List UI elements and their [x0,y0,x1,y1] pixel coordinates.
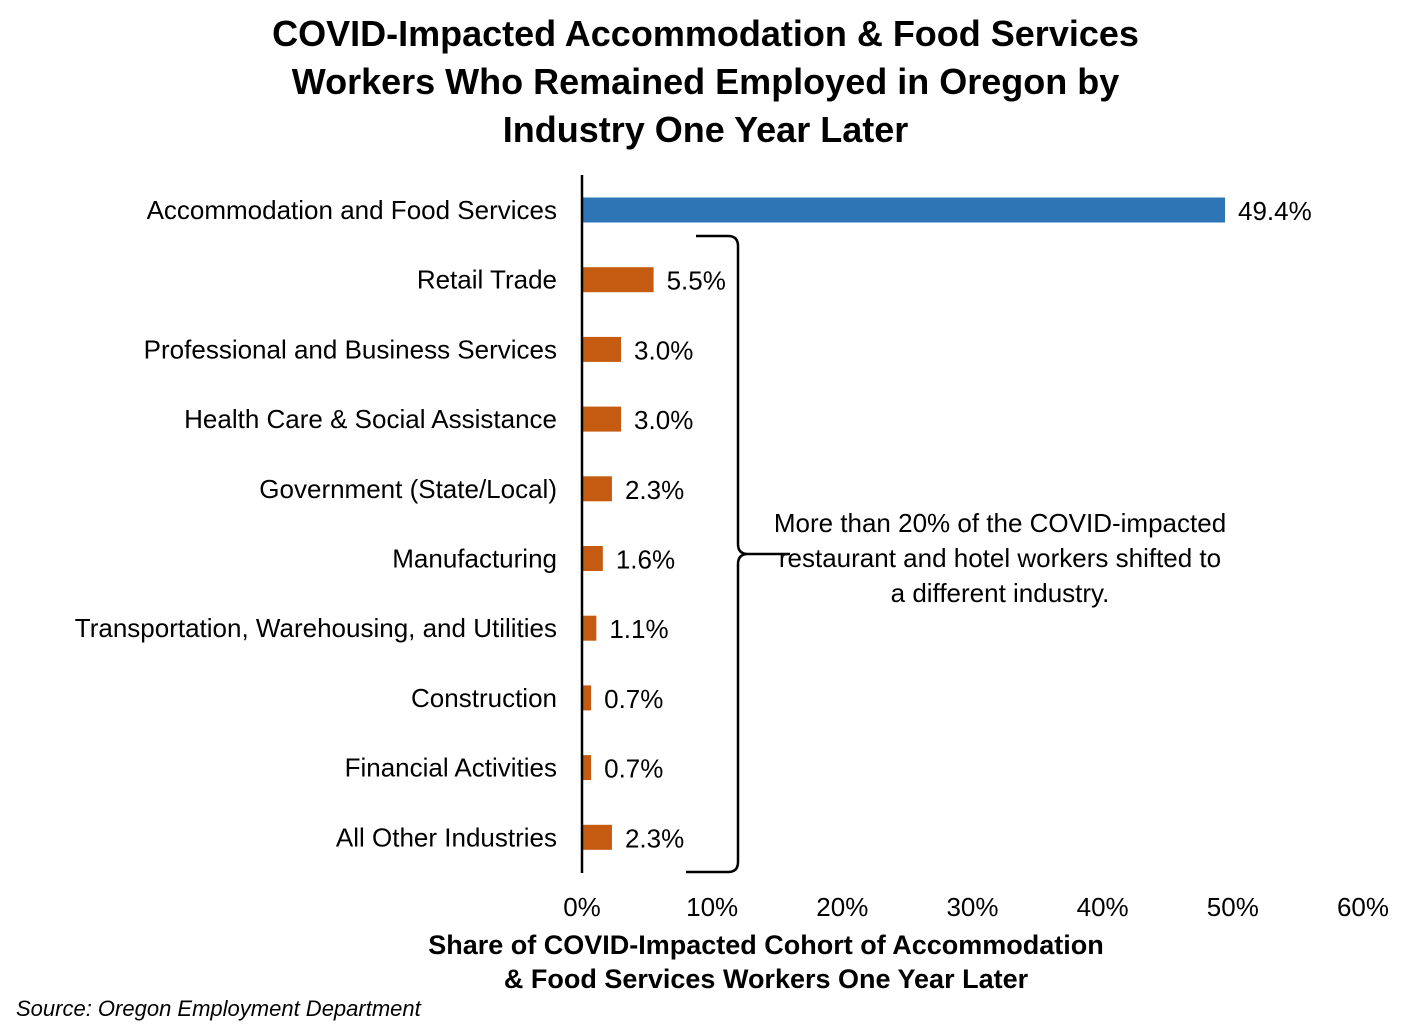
category-label: Professional and Business Services [144,334,557,364]
x-axis-title-line: & Food Services Workers One Year Later [503,964,1029,994]
chart-title: COVID-Impacted Accommodation & Food Serv… [0,10,1411,154]
bar [582,755,592,781]
category-label: All Other Industries [336,822,557,852]
category-label: Manufacturing [392,544,557,574]
category-label: Accommodation and Food Services [147,195,557,225]
bar [582,546,603,571]
category-label: Government (State/Local) [259,474,557,504]
data-label: 0.7% [604,684,663,714]
bar [582,476,612,502]
category-label: Construction [411,683,557,713]
bar [582,824,612,850]
x-axis-title-line: Share of COVID-Impacted Cohort of Accomm… [428,930,1104,960]
chart-title-line: Industry One Year Later [502,109,909,150]
x-axis-title: Share of COVID-Impacted Cohort of Accomm… [266,928,1266,996]
category-label: Health Care & Social Assistance [184,404,557,434]
chart-title-line: Workers Who Remained Employed in Oregon … [291,61,1120,102]
annotation-brace [686,234,790,874]
bar [582,406,622,432]
brace-annotation-text: More than 20% of the COVID-impacted rest… [773,508,1227,608]
data-label: 1.6% [616,545,675,575]
bar [582,267,654,293]
data-label: 0.7% [604,754,663,784]
bar [582,197,1226,223]
category-label: Retail Trade [417,265,557,295]
category-label: Transportation, Warehousing, and Utiliti… [75,613,557,643]
x-tick-label: 30% [946,892,998,922]
x-tick-label: 50% [1207,892,1259,922]
data-label: 3.0% [634,335,693,365]
bar [582,685,592,711]
data-label: 1.1% [609,614,668,644]
data-label: 2.3% [625,475,684,505]
source-note: Source: Oregon Employment Department [16,996,421,1021]
x-tick-label: 0% [563,892,601,922]
data-label: 5.5% [667,266,726,296]
category-label: Financial Activities [345,753,557,783]
bar [582,615,597,641]
data-label: 49.4% [1238,196,1312,226]
data-label: 3.0% [634,405,693,435]
x-tick-label: 40% [1077,892,1129,922]
chart-title-line: COVID-Impacted Accommodation & Food Serv… [272,13,1139,54]
x-tick-label: 20% [816,892,868,922]
x-tick-label: 60% [1337,892,1389,922]
bar [582,336,622,362]
x-tick-label: 10% [686,892,738,922]
data-label: 2.3% [625,823,684,853]
